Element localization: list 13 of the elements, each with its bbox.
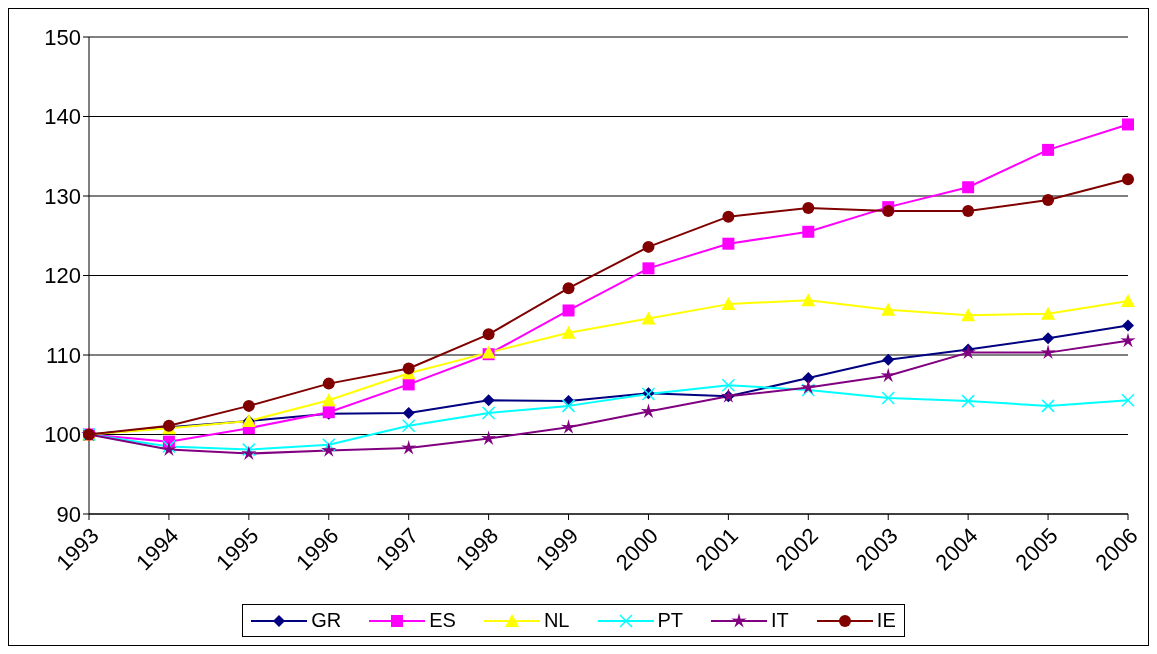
legend-label: IE	[876, 609, 896, 632]
legend-label: IT	[771, 609, 789, 632]
y-tick-label: 140	[44, 104, 81, 130]
legend-label: ES	[429, 609, 456, 632]
y-tick-label: 120	[44, 263, 81, 289]
y-tick-label: 90	[56, 501, 81, 527]
y-tick-label: 130	[44, 183, 81, 209]
legend-label: NL	[543, 609, 570, 632]
y-tick-label: 150	[44, 24, 81, 50]
legend-label: PT	[657, 609, 684, 632]
y-tick-label: 100	[44, 422, 81, 448]
legend-label: GR	[311, 609, 342, 632]
y-tick-label: 110	[45, 342, 81, 368]
